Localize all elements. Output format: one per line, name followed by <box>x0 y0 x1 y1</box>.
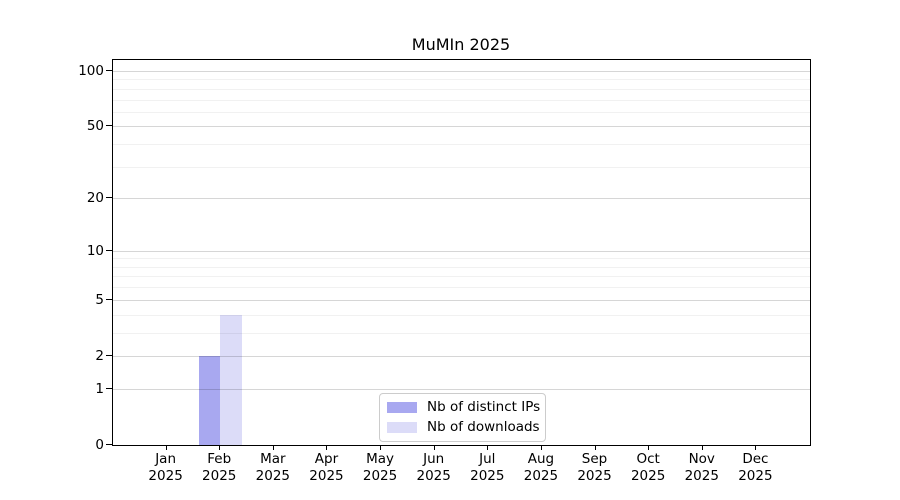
x-tick-label: Dec 2025 <box>725 451 785 485</box>
x-tick-month: Jun <box>423 451 445 467</box>
x-tick-year: 2025 <box>630 468 666 484</box>
x-tick-month: May <box>366 451 395 467</box>
x-tick-year: 2025 <box>470 468 505 484</box>
x-tick-label: Sep 2025 <box>565 451 625 485</box>
y-tick-mark <box>106 354 112 356</box>
y-tick-label: 100 <box>78 62 104 79</box>
x-tick-label: Feb 2025 <box>189 451 249 485</box>
x-tick-year: 2025 <box>202 468 237 484</box>
x-tick-label: Jan 2025 <box>136 451 196 485</box>
x-tick-month: Jan <box>155 451 177 467</box>
x-tick-month: Dec <box>742 451 769 467</box>
y-tick-mark <box>106 444 112 445</box>
x-tick-label: Mar 2025 <box>243 451 303 485</box>
x-tick-month: Apr <box>314 451 339 467</box>
legend-entry-downloads: Nb of downloads <box>387 419 540 435</box>
x-tick-year: 2025 <box>738 468 773 484</box>
bars-layer <box>113 60 810 445</box>
plot-area: Nb of distinct IPs Nb of downloads <box>112 59 811 446</box>
legend: Nb of distinct IPs Nb of downloads <box>379 393 546 442</box>
x-tick-mark <box>648 445 650 450</box>
legend-entry-distinct-ips: Nb of distinct IPs <box>387 399 541 415</box>
x-tick-month: Feb <box>207 451 232 467</box>
legend-swatch-distinct-ips-icon <box>387 401 417 413</box>
x-tick-mark <box>540 445 542 450</box>
x-tick-month: Aug <box>527 451 555 467</box>
x-tick-mark <box>219 445 221 450</box>
x-tick-label: Jun 2025 <box>404 451 464 485</box>
y-tick-mark <box>106 298 112 300</box>
x-tick-month: Oct <box>636 451 660 467</box>
y-tick-label: 10 <box>86 242 104 259</box>
x-tick-mark <box>380 445 382 450</box>
x-tick-label: Nov 2025 <box>672 451 732 485</box>
x-tick-year: 2025 <box>148 468 183 484</box>
x-tick-mark <box>701 445 703 450</box>
x-tick-mark <box>594 445 596 450</box>
x-tick-year: 2025 <box>362 468 398 484</box>
bar-nb-of-downloads-feb <box>220 314 242 445</box>
x-tick-label: May 2025 <box>350 451 410 485</box>
x-tick-label: Oct 2025 <box>618 451 678 485</box>
x-tick-month: Nov <box>688 451 715 467</box>
x-tick-year: 2025 <box>577 468 612 484</box>
x-tick-label: Jul 2025 <box>457 451 517 485</box>
legend-label-downloads: Nb of downloads <box>427 419 540 435</box>
y-tick-mark <box>106 125 112 127</box>
x-tick-mark <box>326 445 328 450</box>
legend-swatch-downloads-icon <box>387 421 417 433</box>
x-tick-year: 2025 <box>309 468 344 484</box>
x-tick-year: 2025 <box>255 468 291 484</box>
x-tick-label: Aug 2025 <box>511 451 571 485</box>
bar-nb-of-distinct-ips-feb <box>198 355 221 445</box>
x-tick-year: 2025 <box>416 468 451 484</box>
x-tick-mark <box>433 445 435 450</box>
x-tick-month: Sep <box>581 451 608 467</box>
y-tick-mark <box>106 69 112 71</box>
x-tick-mark <box>755 445 757 450</box>
x-tick-mark <box>487 445 489 450</box>
y-tick-label: 0 <box>95 437 104 453</box>
legend-label-distinct-ips: Nb of distinct IPs <box>427 399 541 415</box>
y-tick-label: 5 <box>95 291 104 308</box>
x-tick-year: 2025 <box>684 468 719 484</box>
x-tick-label: Apr 2025 <box>296 451 356 485</box>
x-tick-mark <box>272 445 274 450</box>
y-tick-mark <box>106 197 112 199</box>
x-tick-year: 2025 <box>523 468 559 484</box>
x-tick-mark <box>165 445 167 450</box>
y-tick-label: 1 <box>95 380 104 397</box>
y-tick-mark <box>106 387 112 389</box>
chart-title: MuMIn 2025 <box>411 35 511 54</box>
y-tick-label: 2 <box>95 347 104 364</box>
y-tick-label: 20 <box>86 190 104 207</box>
x-tick-month: Mar <box>260 451 286 467</box>
y-tick-mark <box>106 249 112 251</box>
y-tick-label: 50 <box>86 118 104 135</box>
x-tick-month: Jul <box>479 451 496 467</box>
